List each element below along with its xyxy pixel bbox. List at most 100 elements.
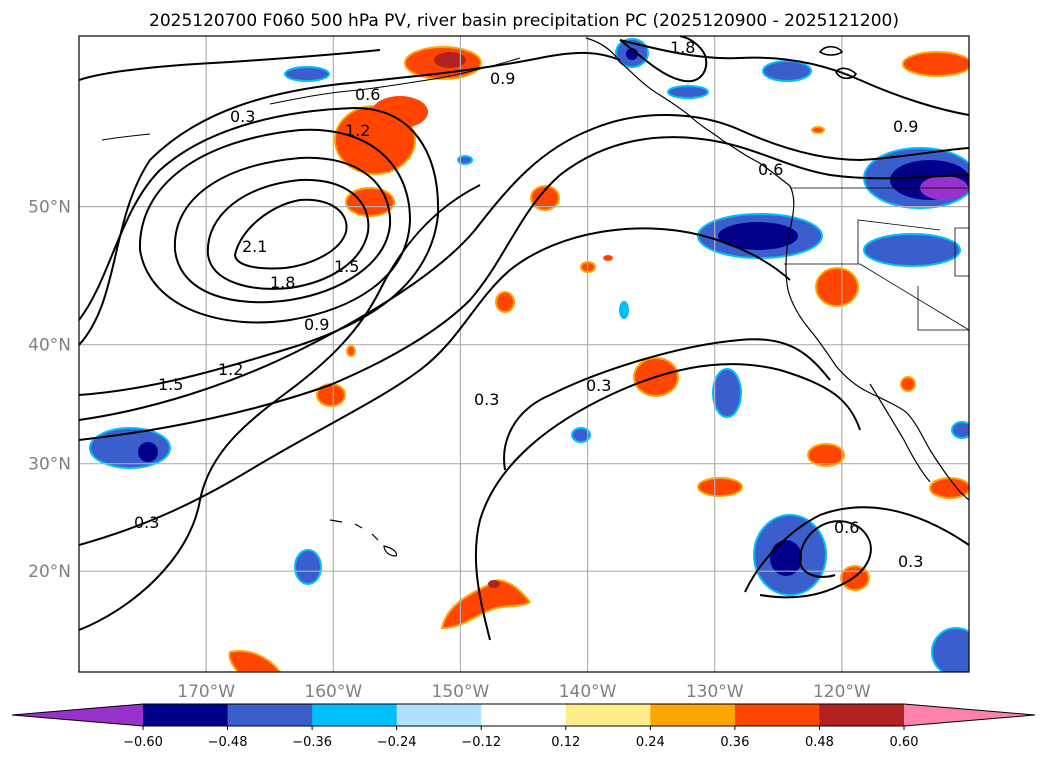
pv-contour-0.3-se [744,506,969,593]
precip-negative-area [457,155,473,165]
colorbar-tick-label: 0.48 [805,735,834,750]
pv-contour-1.2 [79,106,440,396]
precip-negative-area [951,421,969,439]
pv-contour-0.3-west [79,184,481,631]
colorbar-bin [650,704,736,726]
precip-positive-area [902,51,969,77]
precip-positive-area [440,578,532,630]
precip-negative-area [863,233,961,267]
contour-label: 0.9 [304,315,329,334]
colorbar-bin [565,704,651,726]
colorbar-bin [481,704,567,726]
precip-negative-area [931,627,969,672]
pv-contour-0.6-se [759,520,872,599]
graticule [79,36,969,672]
precip-strong-positive-core [488,580,500,588]
precip-strong-positive-core [434,52,466,68]
precip-positive-area [603,255,613,261]
contour-label: 2.1 [242,237,267,256]
longitude-tick-label: 160°W [304,682,362,702]
contour-label: 1.5 [158,375,183,394]
contour-label: 0.3 [898,552,923,571]
latitude-tick-label: 20°N [28,562,71,582]
pv-contour-0.3-south [474,363,861,641]
contour-label: 1.5 [334,257,359,276]
colorbar-bin [143,704,229,726]
colorbar-tick-label: −0.60 [123,735,163,750]
contour-label: 0.6 [758,160,783,179]
pv-contour-1.5 [173,156,392,304]
map-frame [78,35,970,673]
coastline-baja [869,383,931,483]
contour-label: 1.2 [345,121,370,140]
coastlines [101,37,969,557]
longitude-tick-label: 170°W [177,682,235,702]
colorbar-extend-high [904,704,1035,726]
colorbar-tick-label: 0.12 [551,735,580,750]
contour-label: 0.9 [490,69,515,88]
latitude-tick-label: 30°N [28,455,71,475]
colorbar: −0.60 −0.48 −0.36 −0.24 −0.12 0.12 0.24 0.36 0.4… [11,703,1036,750]
colorbar-tick-label: 0.60 [890,735,919,750]
precip-negative-area [712,368,742,418]
precip-negative-area [762,60,812,82]
contour-label: 0.3 [134,513,159,532]
precip-positive-area [346,345,356,357]
precip-positive-area [372,96,428,128]
colorbar-tick-label: −0.48 [208,735,248,750]
map-title: 2025120700 F060 500 hPa PV, river basin … [149,11,899,31]
pv-contour-small [818,45,844,56]
contour-label: 0.9 [893,117,918,136]
contour-label: 1.2 [218,360,243,379]
pv-contours [79,36,969,641]
precip-negative-area [294,549,322,585]
pv-contour-0.3-mid [79,227,791,546]
precip-positive-area [840,565,870,591]
pv-contour-0.3-north [79,49,381,81]
precip-positive-area [815,267,859,307]
map-background [79,36,969,672]
contour-label: 0.3 [474,390,499,409]
pv-contour-0.9-ne [619,39,969,116]
colorbar-tick-label: −0.12 [461,735,501,750]
colorbar-tick-label: 0.24 [636,735,665,750]
precip-negative-core [770,540,802,576]
pv-contour-1.5b [138,128,412,324]
precip-positive-area [807,443,845,467]
contour-labels: 0.3 0.6 0.9 1.2 2.1 1.8 1.5 0.9 1.2 1.5 … [134,38,923,571]
precip-positive-area [697,477,743,497]
contour-label: 0.6 [355,85,380,104]
political-borders [784,187,969,331]
colorbar-tick-label: −0.36 [292,735,332,750]
longitude-tick-label: 130°W [686,682,744,702]
longitude-tick-label: 150°W [432,682,490,702]
contour-label: 0.3 [230,107,255,126]
contour-label: 0.6 [834,518,859,537]
latitude-tick-label: 40°N [28,336,71,356]
pv-contour-0.6 [79,136,969,441]
colorbar-tick-label: 0.36 [720,735,749,750]
precip-negative-area [571,427,591,443]
latitude-tick-label: 50°N [28,198,71,218]
colorbar-bin [734,704,820,726]
precip-positive-area [495,291,515,313]
precip-positive-area [900,376,916,392]
latitude-labels: 50°N 40°N 30°N 20°N [28,198,71,583]
colorbar-bin [227,704,313,726]
pv-contour-0.3-inner [503,338,831,471]
colorbar-extend-low [12,704,143,726]
coastline-north-america [585,37,969,501]
coastline-aleutians-west [101,133,151,141]
precip-negative-area [284,66,330,82]
colorbar-bin [396,704,482,726]
longitude-tick-label: 120°W [813,682,871,702]
precip-negative-area [667,85,709,99]
longitude-labels: 170°W 160°W 150°W 140°W 130°W 120°W [177,682,871,702]
contour-label: 0.3 [586,376,611,395]
precip-positive-area [811,126,825,134]
precip-negative-area [619,301,629,319]
precip-positive-area [228,650,282,672]
colorbar-tick-label: −0.24 [377,735,417,750]
pv-contour-2.1 [233,198,348,270]
